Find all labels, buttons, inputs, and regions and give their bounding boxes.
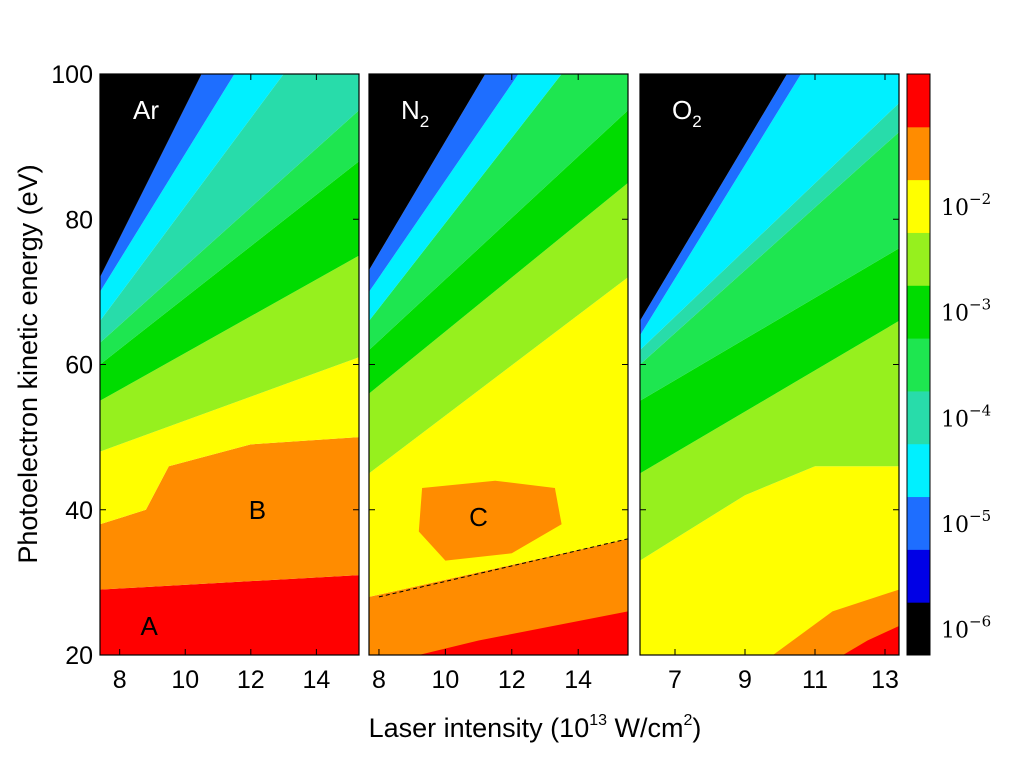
contour-band (100, 74, 359, 343)
panel-o2: O2 7 9 11 13 (639, 73, 900, 694)
colorbar-swatch (907, 338, 930, 392)
y-tick-label: 20 (65, 642, 93, 670)
colorbar-swatch (907, 232, 930, 286)
panel-name-label: O2 (672, 95, 702, 131)
y-axis-title: Photoelectron kinetic energy (eV) (13, 164, 43, 563)
contour-band (100, 437, 359, 590)
x-tick-label: 8 (113, 666, 127, 694)
colorbar-swatch (907, 602, 930, 656)
y-tick-label: 80 (65, 206, 93, 234)
contour-band (369, 110, 628, 394)
contour-band (100, 74, 235, 292)
colorbar-swatch (907, 126, 930, 181)
colorbar: 10−6 10−5 10−4 10−3 10−2 (906, 73, 991, 656)
contour-band (369, 74, 519, 292)
contour-band (418, 611, 628, 655)
dashed-line (378, 538, 628, 598)
region-label-b: B (249, 495, 266, 525)
contour-band (418, 480, 562, 561)
panel-name-label: Ar (133, 95, 159, 125)
x-tick-label: 11 (802, 666, 828, 694)
contour-band (640, 132, 899, 401)
y-tick-label: 60 (65, 352, 93, 380)
x-tick-label: 8 (372, 666, 386, 694)
colorbar-swatch (907, 496, 930, 550)
contour-band (773, 589, 899, 655)
y-axis: 20 40 60 80 100 (51, 61, 899, 670)
colorbar-swatch (907, 179, 930, 233)
contour-band (369, 74, 562, 321)
colorbar-label: 10−5 (941, 507, 991, 538)
colorbar-swatch (907, 549, 930, 603)
x-tick-label: 9 (738, 666, 752, 694)
x-tick-label: 14 (564, 666, 592, 694)
panel-name-label: N2 (401, 95, 429, 131)
panels-group: Ar A B 8 10 12 14 N2 C 8 10 12 14 O2 7 9 11 13 (99, 73, 900, 694)
contour-band (100, 255, 359, 452)
colorbar-label: 10−3 (941, 296, 991, 327)
x-tick-label: 14 (302, 666, 330, 694)
contour-band (640, 466, 899, 655)
x-tick-label: 10 (431, 666, 459, 694)
contour-band (100, 110, 359, 365)
colorbar-label: 10−2 (941, 190, 991, 221)
x-axis-title: Laser intensity (1013 W/cm2) (369, 712, 702, 743)
contour-band (640, 320, 899, 561)
contour-band (100, 161, 359, 401)
panel-ar: Ar A B 8 10 12 14 (99, 73, 360, 694)
colorbar-swatch (907, 390, 930, 445)
x-tick-label: 13 (871, 666, 899, 694)
contour-band (640, 74, 899, 350)
contour-fill (640, 74, 899, 655)
colorbar-label: 10−4 (941, 401, 991, 432)
x-tick-label: 12 (237, 666, 265, 694)
contour-band (640, 74, 801, 336)
contour-band (369, 74, 628, 350)
colorbar-swatch (907, 74, 930, 128)
colorbar-label: 10−6 (941, 613, 991, 644)
x-tick-label: 12 (498, 666, 526, 694)
contour-band (100, 74, 284, 321)
contour-band (640, 103, 899, 365)
region-label-a: A (141, 611, 159, 641)
y-tick-label: 100 (51, 61, 93, 89)
contour-band (640, 248, 899, 474)
y-tick-label: 40 (65, 497, 93, 525)
contour-fill (369, 74, 628, 655)
x-tick-label: 10 (171, 666, 199, 694)
contour-band (100, 575, 359, 655)
region-label-c: C (469, 502, 488, 532)
contour-band (843, 626, 899, 655)
panel-n2: N2 C 8 10 12 14 (368, 73, 629, 694)
colorbar-swatch (907, 443, 930, 498)
colorbar-frame (906, 73, 931, 656)
contour-band (100, 357, 359, 547)
colorbar-swatch (907, 285, 930, 339)
contour-band (369, 182, 628, 474)
contour-band (369, 74, 486, 271)
x-tick-label: 7 (668, 666, 682, 694)
contour-band (640, 74, 787, 321)
contour-band (100, 74, 202, 278)
contour-fill (100, 74, 359, 655)
